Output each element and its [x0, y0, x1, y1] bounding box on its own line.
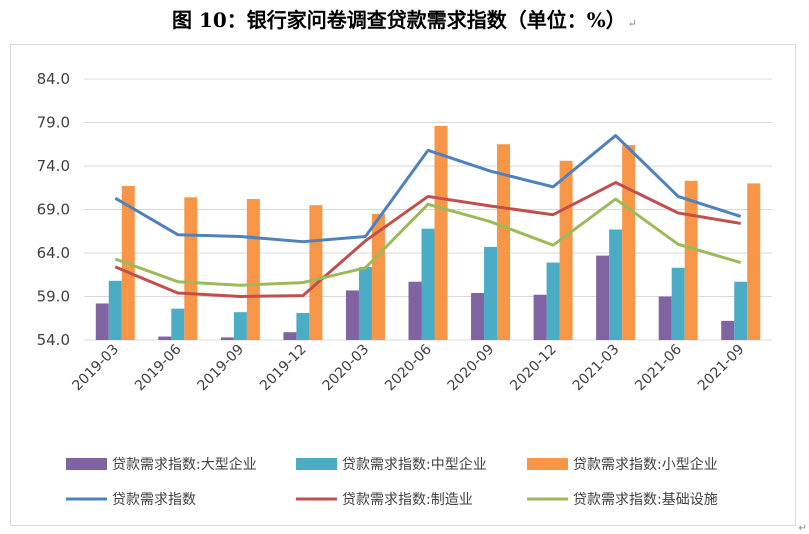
y-tick-label: 54.0 [37, 331, 70, 349]
legend-swatch-small [527, 458, 568, 470]
legend-label: 贷款需求指数:基础设施 [573, 491, 718, 508]
bar-medium [358, 266, 372, 340]
bar-medium [546, 262, 560, 340]
y-tick-label: 84.0 [37, 70, 70, 88]
x-tick-label: 2020-03 [320, 342, 373, 395]
bar-medium [671, 267, 685, 340]
x-tick-label: 2020-06 [382, 341, 435, 394]
bar-small [747, 183, 761, 340]
page-title: 图 10：银行家问卷调查贷款需求指数（单位：%） ↵ [0, 4, 809, 33]
bar-large [408, 281, 422, 340]
bar-large [158, 336, 172, 340]
bar-small [371, 213, 385, 340]
bar-large [345, 290, 359, 340]
line-manufacturing [114, 181, 741, 298]
bar-large [220, 337, 234, 340]
bar-large [658, 296, 672, 340]
x-tick-label: 2021-03 [570, 342, 623, 395]
bar-small [184, 197, 198, 340]
legend-label: 贷款需求指数:大型企业 [112, 456, 257, 473]
line-total [114, 134, 742, 244]
bar-medium [171, 308, 185, 340]
y-tick-label: 64.0 [37, 244, 70, 262]
y-tick-label: 69.0 [37, 201, 70, 219]
x-tick-label: 2020-12 [507, 342, 560, 395]
x-tick-label: 2020-09 [445, 342, 498, 395]
legend-swatch-large [66, 458, 107, 470]
bar-small [434, 125, 448, 340]
bar-small [309, 205, 323, 340]
bar-large [533, 294, 547, 340]
bar-large [283, 332, 297, 340]
bar-medium [484, 246, 498, 340]
line-infrastructure [114, 197, 742, 287]
bar-medium [609, 229, 623, 340]
bar-medium [108, 280, 122, 340]
bar-small [497, 144, 511, 340]
bar-medium [421, 228, 435, 340]
x-tick-label: 2019-03 [69, 342, 122, 395]
bar-large [721, 320, 735, 340]
y-tick-label: 74.0 [37, 157, 70, 175]
x-tick-label: 2021-06 [632, 341, 685, 394]
paragraph-mark-icon: ↵ [627, 17, 638, 30]
legend-label: 贷款需求指数:小型企业 [573, 456, 718, 473]
chart-frame [10, 44, 796, 526]
bar-large [95, 303, 109, 340]
paragraph-mark-icon: ↵ [798, 523, 807, 534]
bar-medium [233, 312, 247, 340]
bar-small [684, 180, 698, 340]
legend-label: 贷款需求指数:制造业 [342, 492, 473, 508]
legend-swatch-medium [296, 458, 337, 470]
bar-medium [296, 313, 310, 340]
y-tick-label: 59.0 [37, 288, 70, 306]
x-tick-label: 2021-09 [695, 342, 748, 395]
bar-large [471, 293, 485, 340]
bar-medium [734, 281, 748, 340]
bar-small [559, 160, 573, 340]
bar-small [622, 145, 636, 340]
page-title-text: 图 10：银行家问卷调查贷款需求指数（单位：%） [171, 8, 626, 32]
bar-small [246, 199, 260, 340]
bar-large [596, 255, 610, 340]
x-tick-label: 2019-12 [257, 342, 310, 395]
x-tick-label: 2019-06 [132, 341, 185, 394]
x-tick-label: 2019-09 [195, 342, 248, 395]
legend-label: 贷款需求指数 [112, 492, 196, 508]
legend-label: 贷款需求指数:中型企业 [342, 456, 487, 473]
y-tick-label: 79.0 [37, 114, 70, 132]
